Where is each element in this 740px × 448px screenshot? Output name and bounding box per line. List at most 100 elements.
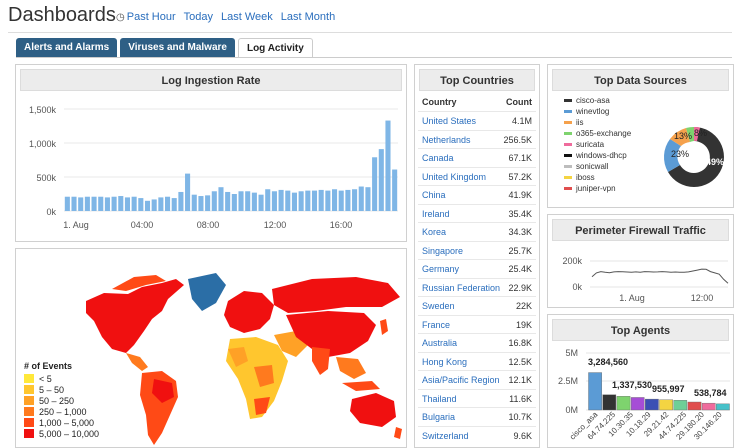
country-link[interactable]: United Kingdom: [422, 171, 487, 182]
ingestion-bar[interactable]: [71, 196, 77, 211]
agent-bar[interactable]: [716, 403, 730, 411]
country-link[interactable]: China: [422, 190, 446, 200]
legend-item[interactable]: iboss: [564, 172, 631, 183]
ingestion-bar[interactable]: [231, 194, 237, 211]
legend-item[interactable]: o365-exchange: [564, 128, 631, 139]
legend-item[interactable]: winevtlog: [564, 106, 631, 117]
ingestion-bar[interactable]: [158, 197, 164, 211]
ingestion-bar[interactable]: [238, 191, 244, 211]
ingestion-bar[interactable]: [285, 190, 291, 211]
ingestion-bar[interactable]: [165, 196, 171, 211]
tab-log-activity[interactable]: Log Activity: [237, 38, 313, 57]
ingestion-bar[interactable]: [251, 192, 257, 211]
ingestion-bar[interactable]: [258, 194, 264, 211]
ingestion-bar[interactable]: [191, 194, 197, 211]
country-link[interactable]: Germany: [422, 264, 460, 274]
ingestion-bar[interactable]: [358, 186, 364, 211]
tab-viruses-and-malware[interactable]: Viruses and Malware: [120, 38, 235, 57]
agent-bar[interactable]: [602, 394, 617, 411]
country-link[interactable]: United States: [422, 116, 477, 126]
column-header-country[interactable]: Country: [422, 97, 457, 107]
ingestion-bar[interactable]: [118, 196, 124, 211]
ingestion-bar[interactable]: [291, 192, 297, 211]
country-count: 34.3K: [508, 227, 532, 237]
ingestion-bar[interactable]: [311, 190, 318, 211]
ingestion-bar[interactable]: [392, 169, 398, 211]
ingestion-bar[interactable]: [318, 189, 324, 211]
ingestion-bar[interactable]: [178, 191, 184, 211]
ingestion-bar[interactable]: [265, 189, 271, 211]
country-link[interactable]: Sweden: [422, 301, 455, 311]
column-header-count[interactable]: Count: [506, 97, 532, 107]
world-map[interactable]: [16, 249, 406, 448]
ingestion-bar[interactable]: [185, 173, 191, 211]
ingestion-bar[interactable]: [278, 189, 284, 211]
ingestion-bar[interactable]: [218, 187, 224, 211]
legend-item[interactable]: sonicwall: [564, 161, 631, 172]
legend-item[interactable]: juniper-vpn: [564, 183, 631, 194]
agent-bar[interactable]: [588, 372, 602, 411]
ingestion-bar[interactable]: [378, 149, 384, 211]
time-today-link[interactable]: Today: [183, 11, 214, 23]
country-link[interactable]: Thailand: [422, 393, 457, 404]
legend-item[interactable]: iis: [564, 117, 631, 128]
ingestion-bar[interactable]: [211, 191, 217, 211]
ingestion-bar[interactable]: [104, 197, 110, 211]
ingestion-bar[interactable]: [345, 189, 351, 211]
agent-bar[interactable]: [687, 401, 702, 411]
country-link[interactable]: Canada: [422, 153, 454, 163]
ingestion-bar[interactable]: [271, 191, 277, 211]
country-link[interactable]: Korea: [422, 227, 447, 237]
ingestion-bar[interactable]: [325, 190, 331, 211]
country-link[interactable]: Switzerland: [422, 430, 469, 441]
ingestion-bar[interactable]: [385, 120, 391, 211]
legend-item[interactable]: suricata: [564, 139, 631, 150]
country-link[interactable]: Ireland: [422, 208, 450, 219]
ingestion-bar[interactable]: [245, 191, 251, 211]
country-link[interactable]: Russian Federation: [422, 282, 501, 293]
legend-item[interactable]: cisco-asa: [564, 95, 631, 106]
ingestion-bar[interactable]: [372, 157, 378, 211]
ingestion-bar[interactable]: [305, 190, 311, 211]
ingestion-bar[interactable]: [151, 199, 157, 211]
map-legend-item: 1,000 – 5,000: [24, 417, 99, 428]
legend-item[interactable]: windows-dhcp: [564, 150, 631, 161]
agent-bar[interactable]: [673, 400, 688, 411]
ingestion-bar[interactable]: [225, 191, 231, 211]
table-row: Canada 67.1K: [418, 148, 536, 167]
ingestion-bar[interactable]: [198, 196, 204, 211]
ingestion-bar[interactable]: [111, 196, 117, 211]
ingestion-bar[interactable]: [131, 196, 137, 211]
country-link[interactable]: Netherlands: [422, 134, 471, 145]
ingestion-bar[interactable]: [91, 196, 97, 211]
agent-bar[interactable]: [645, 398, 659, 411]
ingestion-bar[interactable]: [84, 196, 90, 211]
country-link[interactable]: Singapore: [422, 245, 464, 256]
time-last-month-link[interactable]: Last Month: [280, 11, 336, 23]
country-link[interactable]: Australia: [422, 338, 458, 348]
country-link[interactable]: Asia/Pacific Region: [422, 375, 500, 385]
ingestion-bar[interactable]: [171, 198, 177, 211]
ingestion-bar[interactable]: [138, 198, 144, 211]
agent-bar[interactable]: [616, 396, 631, 411]
ingestion-bar[interactable]: [352, 189, 358, 211]
country-link[interactable]: Bulgaria: [422, 412, 456, 422]
ingestion-bar[interactable]: [78, 197, 84, 211]
time-past-hour-link[interactable]: Past Hour: [126, 11, 176, 23]
agent-bar[interactable]: [630, 397, 645, 411]
ingestion-bar[interactable]: [124, 197, 130, 211]
country-link[interactable]: Hong Kong: [422, 356, 468, 367]
country-link[interactable]: France: [422, 319, 451, 330]
ingestion-bar[interactable]: [365, 187, 371, 211]
ingestion-bar[interactable]: [298, 191, 304, 211]
ingestion-bar[interactable]: [332, 189, 338, 211]
ingestion-bar[interactable]: [64, 196, 70, 211]
ingestion-bar[interactable]: [338, 190, 344, 211]
tab-alerts-and-alarms[interactable]: Alerts and Alarms: [16, 38, 118, 57]
ingestion-bar[interactable]: [205, 195, 211, 211]
ingestion-bar[interactable]: [144, 200, 151, 211]
agent-bar[interactable]: [701, 402, 716, 411]
ingestion-bar[interactable]: [98, 196, 104, 211]
time-last-week-link[interactable]: Last Week: [221, 11, 273, 23]
agent-bar[interactable]: [659, 399, 673, 411]
